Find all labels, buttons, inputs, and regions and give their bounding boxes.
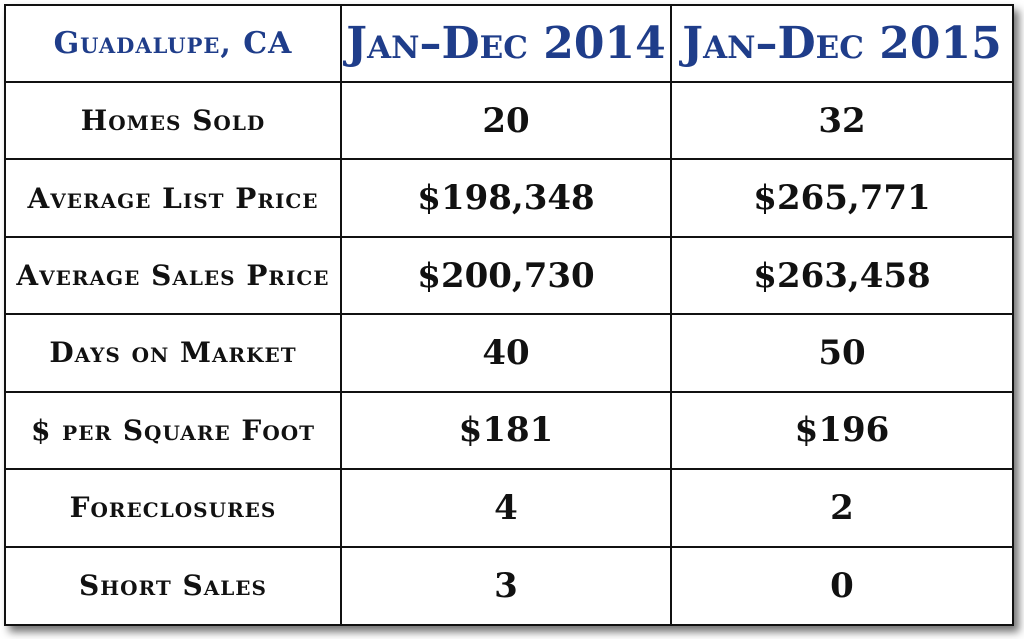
value-2014: 40 xyxy=(340,313,672,393)
value-2014: 4 xyxy=(340,468,672,548)
table-row: Short Sales 3 0 xyxy=(6,545,1012,624)
value-2014: $198,348 xyxy=(340,158,672,238)
row-label: Average List Price xyxy=(6,158,342,238)
value-2014: $181 xyxy=(340,390,672,471)
value-2015: 50 xyxy=(670,313,1012,393)
value-2015: $196 xyxy=(670,390,1012,471)
value-2015: 2 xyxy=(670,468,1012,548)
value-2014: 20 xyxy=(340,80,672,161)
row-label: Foreclosures xyxy=(6,468,342,548)
table-row: Foreclosures 4 2 xyxy=(6,468,1012,548)
table-header-row: Guadalupe, CA Jan–Dec 2014 Jan–Dec 2015 xyxy=(6,6,1012,83)
table-row: Days on Market 40 50 xyxy=(6,313,1012,393)
row-label: Short Sales xyxy=(6,545,342,624)
row-label: Days on Market xyxy=(6,313,342,393)
value-2014: $200,730 xyxy=(340,235,672,316)
table-row: Homes Sold 20 32 xyxy=(6,80,1012,161)
table-row: $ per Square Foot $181 $196 xyxy=(6,390,1012,471)
table-row: Average Sales Price $200,730 $263,458 xyxy=(6,235,1012,316)
stats-table-frame: Guadalupe, CA Jan–Dec 2014 Jan–Dec 2015 … xyxy=(4,4,1014,626)
row-label: Homes Sold xyxy=(6,80,342,161)
year-2014-header: Jan–Dec 2014 xyxy=(340,6,672,83)
real-estate-stats-table: Guadalupe, CA Jan–Dec 2014 Jan–Dec 2015 … xyxy=(6,6,1012,624)
table-row: Average List Price $198,348 $265,771 xyxy=(6,158,1012,238)
location-header: Guadalupe, CA xyxy=(6,6,342,83)
value-2015: $263,458 xyxy=(670,235,1012,316)
value-2015: 0 xyxy=(670,545,1012,624)
year-2015-header: Jan–Dec 2015 xyxy=(670,6,1012,83)
value-2015: 32 xyxy=(670,80,1012,161)
row-label: Average Sales Price xyxy=(6,235,342,316)
value-2015: $265,771 xyxy=(670,158,1012,238)
row-label: $ per Square Foot xyxy=(6,390,342,471)
value-2014: 3 xyxy=(340,545,672,624)
